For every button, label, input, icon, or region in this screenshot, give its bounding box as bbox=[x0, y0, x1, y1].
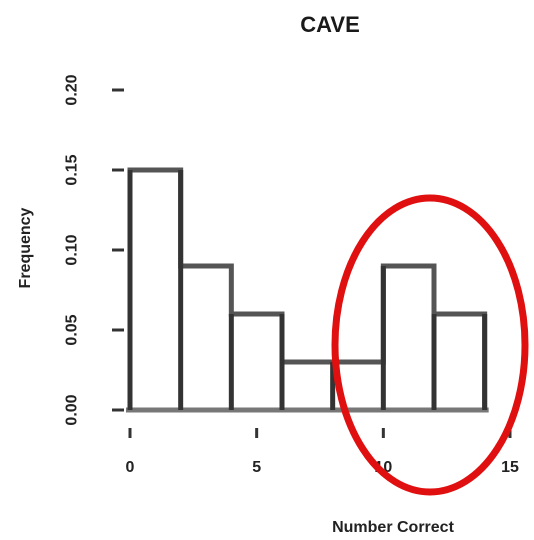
y-tick-label: 0.15 bbox=[64, 154, 81, 185]
y-axis-label: Frequency bbox=[17, 207, 34, 288]
chart-title: CAVE bbox=[300, 12, 360, 37]
x-axis: 0 5 10 15 bbox=[126, 428, 519, 476]
x-axis-label: Number Correct bbox=[332, 519, 454, 536]
y-tick-label: 0.10 bbox=[64, 234, 81, 265]
highlight-circle bbox=[331, 194, 529, 496]
y-tick-label: 0.05 bbox=[64, 314, 81, 345]
step-series bbox=[127, 167, 488, 410]
y-axis: 0.00 0.05 0.10 0.15 0.20 bbox=[64, 74, 124, 426]
x-tick-label: 5 bbox=[252, 459, 261, 476]
y-tick-label: 0.00 bbox=[64, 394, 81, 425]
plot-area bbox=[126, 167, 489, 413]
y-tick-label: 0.20 bbox=[64, 74, 81, 105]
x-tick-label: 15 bbox=[501, 459, 519, 476]
x-tick-label: 0 bbox=[126, 459, 135, 476]
